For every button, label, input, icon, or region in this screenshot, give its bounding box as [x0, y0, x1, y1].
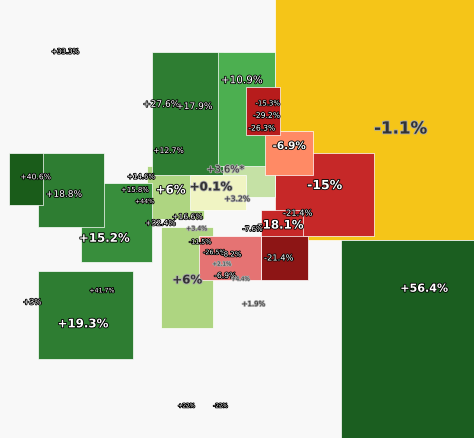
Text: +6%: +6% — [172, 274, 202, 287]
Text: +22%: +22% — [178, 403, 195, 409]
Text: +40.6%: +40.6% — [20, 173, 51, 182]
Text: +41.7%: +41.7% — [89, 289, 115, 294]
Text: -1.1%: -1.1% — [374, 120, 427, 138]
Text: +12.7%: +12.7% — [153, 147, 183, 155]
Text: -6.9%: -6.9% — [273, 142, 306, 152]
Text: +6%: +6% — [155, 184, 186, 197]
Text: -7.6%: -7.6% — [243, 226, 263, 233]
Polygon shape — [190, 175, 246, 210]
Text: -18.1%: -18.1% — [258, 219, 303, 232]
Text: +15.8%: +15.8% — [121, 187, 149, 194]
Text: +4.4%: +4.4% — [231, 277, 250, 282]
Text: -15%: -15% — [307, 180, 342, 193]
Polygon shape — [218, 53, 275, 166]
Polygon shape — [261, 237, 308, 280]
Polygon shape — [341, 241, 474, 438]
Text: +2.1%: +2.1% — [212, 262, 231, 267]
Polygon shape — [275, 0, 474, 241]
Text: +15.2%: +15.2% — [79, 232, 130, 245]
Text: -26.5%: -26.5% — [203, 251, 225, 256]
Polygon shape — [9, 153, 43, 206]
Text: +3%: +3% — [23, 298, 41, 307]
Text: +3.6%*: +3.6%* — [207, 165, 244, 175]
Text: +44%: +44% — [135, 200, 154, 205]
Polygon shape — [147, 166, 204, 219]
Polygon shape — [152, 53, 223, 175]
Polygon shape — [38, 153, 104, 228]
Text: +16.6%: +16.6% — [172, 213, 202, 222]
Text: +32.4%: +32.4% — [145, 219, 175, 228]
Text: -21.4%: -21.4% — [283, 209, 312, 218]
Polygon shape — [161, 228, 213, 328]
Text: -6.9%: -6.9% — [214, 272, 236, 280]
Polygon shape — [261, 210, 303, 263]
Text: -15.3%: -15.3% — [255, 101, 280, 107]
Polygon shape — [204, 140, 275, 197]
Text: -29.2%: -29.2% — [253, 112, 280, 120]
Text: -21.4%: -21.4% — [264, 254, 293, 263]
Text: +56.4%: +56.4% — [400, 284, 448, 294]
Text: +33.3%: +33.3% — [51, 49, 80, 56]
Text: +0.1%: +0.1% — [190, 181, 232, 194]
Text: -11.5%: -11.5% — [189, 240, 211, 245]
Polygon shape — [265, 131, 313, 175]
Polygon shape — [38, 272, 133, 359]
Text: +14.6%: +14.6% — [127, 174, 155, 180]
Text: -22%: -22% — [213, 403, 228, 409]
Text: +3.4%: +3.4% — [186, 227, 207, 232]
Text: +3.2%: +3.2% — [224, 195, 250, 204]
Polygon shape — [275, 153, 374, 237]
Text: +27.6%: +27.6% — [143, 101, 179, 110]
Text: +10.9%: +10.9% — [221, 76, 263, 86]
Text: +17.9%: +17.9% — [176, 103, 212, 112]
Text: -8.2%: -8.2% — [221, 252, 241, 258]
Polygon shape — [246, 88, 280, 136]
Text: +1.9%: +1.9% — [242, 301, 265, 307]
Text: +18.8%: +18.8% — [46, 191, 82, 199]
Text: +19.3%: +19.3% — [57, 318, 109, 331]
Text: -26.3%: -26.3% — [248, 124, 275, 133]
Polygon shape — [81, 184, 152, 263]
Polygon shape — [199, 237, 261, 280]
